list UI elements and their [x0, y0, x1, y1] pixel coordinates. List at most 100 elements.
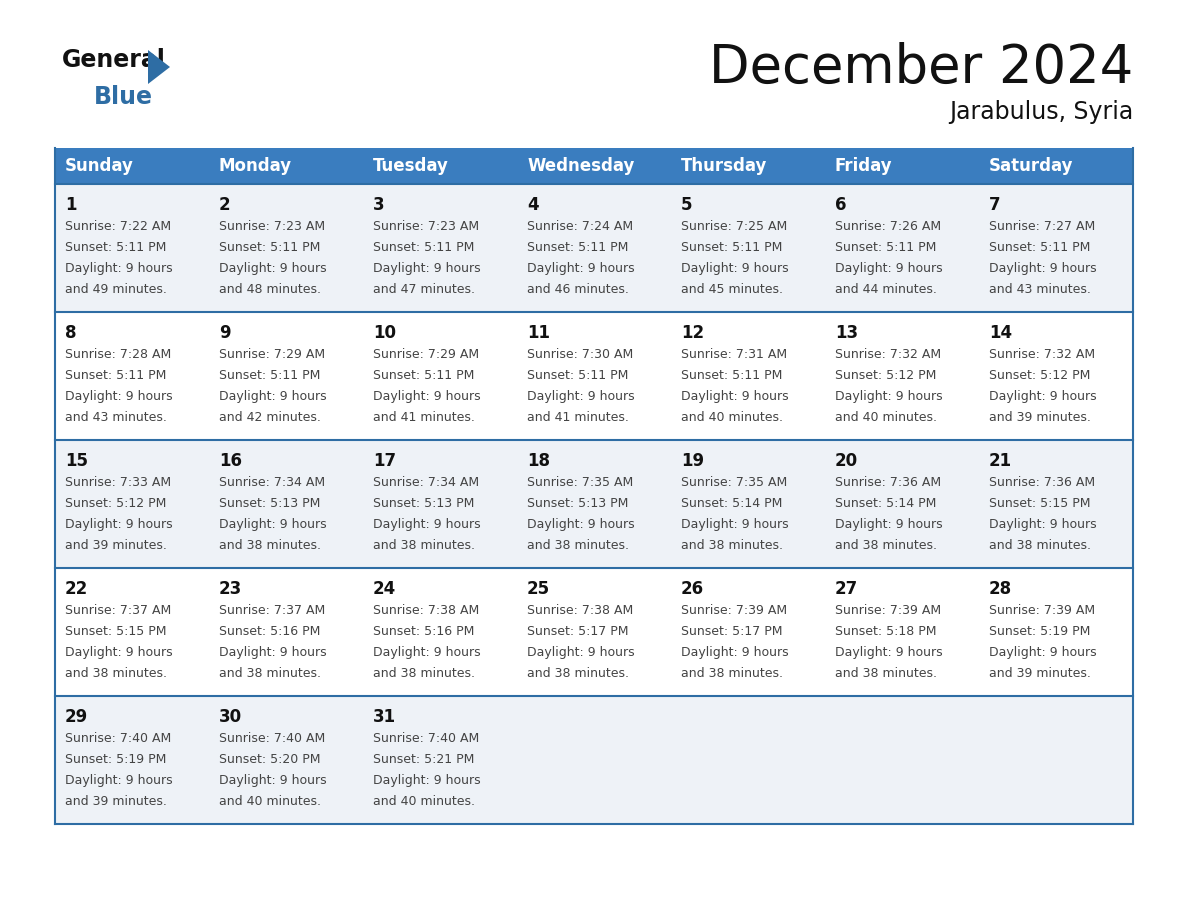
Text: Sunset: 5:18 PM: Sunset: 5:18 PM: [835, 625, 936, 638]
Text: Sunset: 5:13 PM: Sunset: 5:13 PM: [527, 497, 628, 510]
Text: Daylight: 9 hours: Daylight: 9 hours: [65, 646, 172, 659]
Text: Sunset: 5:21 PM: Sunset: 5:21 PM: [373, 753, 474, 766]
Text: 6: 6: [835, 196, 847, 214]
Text: Monday: Monday: [219, 157, 292, 175]
Text: Sunrise: 7:39 AM: Sunrise: 7:39 AM: [681, 604, 788, 617]
Text: Daylight: 9 hours: Daylight: 9 hours: [65, 774, 172, 787]
Text: Daylight: 9 hours: Daylight: 9 hours: [219, 774, 327, 787]
Text: Daylight: 9 hours: Daylight: 9 hours: [527, 262, 634, 275]
Text: Sunrise: 7:22 AM: Sunrise: 7:22 AM: [65, 220, 171, 233]
Bar: [55, 568, 1133, 696]
Text: and 43 minutes.: and 43 minutes.: [65, 411, 166, 424]
Text: Sunrise: 7:28 AM: Sunrise: 7:28 AM: [65, 348, 171, 361]
Text: Daylight: 9 hours: Daylight: 9 hours: [835, 646, 942, 659]
Text: and 39 minutes.: and 39 minutes.: [988, 667, 1091, 680]
Text: Sunrise: 7:32 AM: Sunrise: 7:32 AM: [988, 348, 1095, 361]
Text: and 38 minutes.: and 38 minutes.: [835, 539, 937, 552]
Text: and 47 minutes.: and 47 minutes.: [373, 283, 475, 296]
Text: Friday: Friday: [835, 157, 892, 175]
Text: Daylight: 9 hours: Daylight: 9 hours: [65, 390, 172, 403]
Text: Sunset: 5:11 PM: Sunset: 5:11 PM: [681, 369, 783, 382]
Text: Sunset: 5:11 PM: Sunset: 5:11 PM: [527, 369, 628, 382]
Text: Sunrise: 7:25 AM: Sunrise: 7:25 AM: [681, 220, 788, 233]
Text: Sunset: 5:11 PM: Sunset: 5:11 PM: [527, 241, 628, 254]
Text: 28: 28: [988, 580, 1012, 598]
Text: Sunrise: 7:30 AM: Sunrise: 7:30 AM: [527, 348, 633, 361]
Text: Sunrise: 7:27 AM: Sunrise: 7:27 AM: [988, 220, 1095, 233]
Text: Sunrise: 7:39 AM: Sunrise: 7:39 AM: [835, 604, 941, 617]
Text: Daylight: 9 hours: Daylight: 9 hours: [65, 518, 172, 531]
Text: Sunrise: 7:33 AM: Sunrise: 7:33 AM: [65, 476, 171, 489]
Bar: [55, 312, 1133, 440]
Text: Sunset: 5:19 PM: Sunset: 5:19 PM: [65, 753, 166, 766]
Text: Blue: Blue: [94, 85, 153, 109]
Text: Tuesday: Tuesday: [373, 157, 449, 175]
Text: Daylight: 9 hours: Daylight: 9 hours: [527, 390, 634, 403]
Text: Sunset: 5:11 PM: Sunset: 5:11 PM: [65, 241, 166, 254]
Text: and 38 minutes.: and 38 minutes.: [835, 667, 937, 680]
Text: and 45 minutes.: and 45 minutes.: [681, 283, 783, 296]
Text: Daylight: 9 hours: Daylight: 9 hours: [527, 646, 634, 659]
Text: 14: 14: [988, 324, 1012, 342]
Text: 27: 27: [835, 580, 858, 598]
Text: Sunrise: 7:36 AM: Sunrise: 7:36 AM: [988, 476, 1095, 489]
Text: and 43 minutes.: and 43 minutes.: [988, 283, 1091, 296]
Text: 18: 18: [527, 452, 550, 470]
Text: Daylight: 9 hours: Daylight: 9 hours: [681, 262, 789, 275]
Text: and 38 minutes.: and 38 minutes.: [219, 667, 321, 680]
Text: Sunrise: 7:36 AM: Sunrise: 7:36 AM: [835, 476, 941, 489]
Text: 4: 4: [527, 196, 538, 214]
Text: 17: 17: [373, 452, 396, 470]
Text: Sunrise: 7:23 AM: Sunrise: 7:23 AM: [219, 220, 326, 233]
Text: and 40 minutes.: and 40 minutes.: [219, 795, 321, 808]
Text: Daylight: 9 hours: Daylight: 9 hours: [219, 390, 327, 403]
Text: 29: 29: [65, 708, 88, 726]
Text: Daylight: 9 hours: Daylight: 9 hours: [219, 262, 327, 275]
Text: 12: 12: [681, 324, 704, 342]
Text: 10: 10: [373, 324, 396, 342]
Text: Sunset: 5:15 PM: Sunset: 5:15 PM: [65, 625, 166, 638]
Bar: [55, 148, 1133, 184]
Text: 2: 2: [219, 196, 230, 214]
Text: and 40 minutes.: and 40 minutes.: [373, 795, 475, 808]
Text: Sunrise: 7:29 AM: Sunrise: 7:29 AM: [373, 348, 479, 361]
Text: and 39 minutes.: and 39 minutes.: [65, 795, 166, 808]
Text: and 46 minutes.: and 46 minutes.: [527, 283, 628, 296]
Text: Sunrise: 7:23 AM: Sunrise: 7:23 AM: [373, 220, 479, 233]
Text: and 38 minutes.: and 38 minutes.: [527, 539, 628, 552]
Text: Sunset: 5:16 PM: Sunset: 5:16 PM: [219, 625, 321, 638]
Text: 13: 13: [835, 324, 858, 342]
Text: and 38 minutes.: and 38 minutes.: [988, 539, 1091, 552]
Text: Sunset: 5:12 PM: Sunset: 5:12 PM: [988, 369, 1091, 382]
Text: Sunrise: 7:39 AM: Sunrise: 7:39 AM: [988, 604, 1095, 617]
Text: Sunrise: 7:26 AM: Sunrise: 7:26 AM: [835, 220, 941, 233]
Text: Daylight: 9 hours: Daylight: 9 hours: [219, 646, 327, 659]
Text: Sunset: 5:11 PM: Sunset: 5:11 PM: [373, 241, 474, 254]
Text: 7: 7: [988, 196, 1000, 214]
Bar: [55, 184, 1133, 312]
Text: Sunday: Sunday: [65, 157, 134, 175]
Text: 21: 21: [988, 452, 1012, 470]
Text: Sunset: 5:11 PM: Sunset: 5:11 PM: [835, 241, 936, 254]
Text: Sunset: 5:11 PM: Sunset: 5:11 PM: [65, 369, 166, 382]
Text: and 41 minutes.: and 41 minutes.: [527, 411, 628, 424]
Text: Sunset: 5:12 PM: Sunset: 5:12 PM: [65, 497, 166, 510]
Text: Daylight: 9 hours: Daylight: 9 hours: [988, 518, 1097, 531]
Text: 20: 20: [835, 452, 858, 470]
Text: Sunset: 5:14 PM: Sunset: 5:14 PM: [681, 497, 783, 510]
Text: Daylight: 9 hours: Daylight: 9 hours: [527, 518, 634, 531]
Text: and 40 minutes.: and 40 minutes.: [681, 411, 783, 424]
Text: 5: 5: [681, 196, 693, 214]
Text: and 38 minutes.: and 38 minutes.: [219, 539, 321, 552]
Text: Sunrise: 7:31 AM: Sunrise: 7:31 AM: [681, 348, 788, 361]
Text: Sunset: 5:14 PM: Sunset: 5:14 PM: [835, 497, 936, 510]
Text: and 38 minutes.: and 38 minutes.: [681, 667, 783, 680]
Text: Sunrise: 7:34 AM: Sunrise: 7:34 AM: [219, 476, 326, 489]
Text: Sunset: 5:11 PM: Sunset: 5:11 PM: [988, 241, 1091, 254]
Text: 24: 24: [373, 580, 397, 598]
Text: Sunrise: 7:40 AM: Sunrise: 7:40 AM: [219, 732, 326, 745]
Text: 26: 26: [681, 580, 704, 598]
Text: and 40 minutes.: and 40 minutes.: [835, 411, 937, 424]
Text: Sunrise: 7:38 AM: Sunrise: 7:38 AM: [527, 604, 633, 617]
Text: Daylight: 9 hours: Daylight: 9 hours: [988, 646, 1097, 659]
